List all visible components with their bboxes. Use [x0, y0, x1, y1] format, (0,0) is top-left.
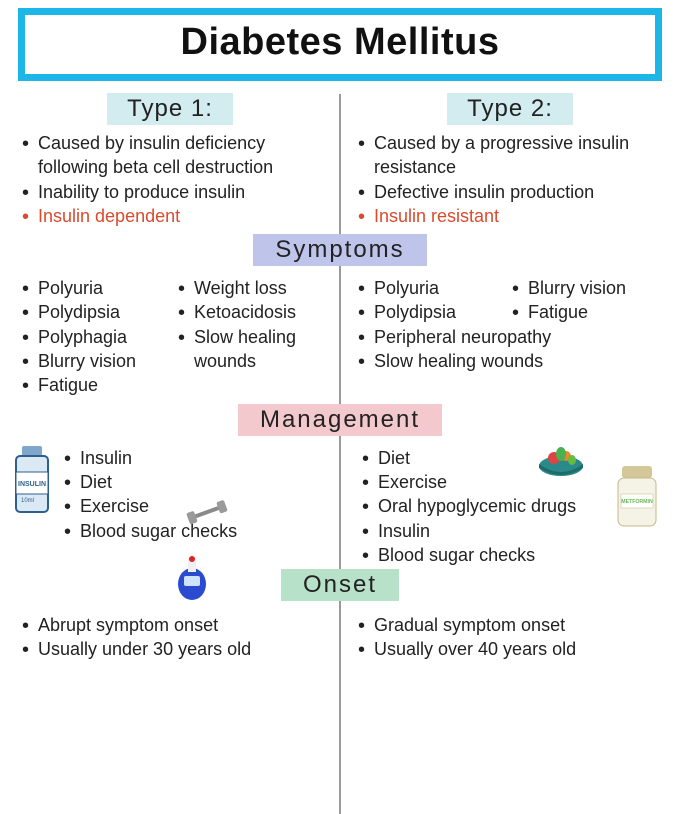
onset-item: Gradual symptom onset	[358, 613, 658, 637]
svg-text:INSULIN: INSULIN	[18, 481, 46, 488]
symptom-item: Fatigue	[22, 373, 170, 397]
symptom-item: Slow healing wounds	[358, 349, 658, 373]
insulin-vial-icon: INSULIN 10ml	[10, 446, 54, 521]
symptom-item: Peripheral neuropathy	[358, 325, 658, 349]
type1-badge: Type 1:	[107, 93, 233, 125]
salad-bowl-icon	[536, 440, 586, 483]
management-section: INSULIN 10ml InsulinDietExerciseBlood su…	[0, 440, 680, 567]
management-type1: INSULIN 10ml InsulinDietExerciseBlood su…	[14, 446, 340, 543]
symptom-item: Polydipsia	[22, 300, 170, 324]
symptoms-type2: PolyuriaPolydipsia Blurry visionFatigue …	[340, 276, 658, 397]
management-item: Blood sugar checks	[362, 543, 656, 567]
symptom-item: Fatigue	[512, 300, 658, 324]
onset-section: Abrupt symptom onsetUsually under 30 yea…	[0, 605, 680, 662]
title-frame: Diabetes Mellitus	[18, 8, 662, 81]
glucometer-icon	[174, 556, 210, 607]
causes-type1: Caused by insulin deficiency following b…	[22, 131, 340, 228]
cause-item: Inability to produce insulin	[22, 180, 326, 204]
svg-text:METFORMIN: METFORMIN	[621, 499, 653, 505]
symptom-item: Blurry vision	[512, 276, 658, 300]
symptom-item: Weight loss	[178, 276, 326, 300]
symptoms-section: PolyuriaPolydipsiaPolyphagiaBlurry visio…	[0, 270, 680, 397]
symptoms-type1: PolyuriaPolydipsiaPolyphagiaBlurry visio…	[22, 276, 340, 397]
cause-item: Defective insulin production	[358, 180, 658, 204]
cause-item: Insulin dependent	[22, 204, 326, 228]
symptom-item: Polyphagia	[22, 325, 170, 349]
symptoms-heading: Symptoms	[253, 234, 426, 266]
symptom-item: Ketoacidosis	[178, 300, 326, 324]
onset-heading: Onset	[281, 569, 399, 601]
causes-section: Caused by insulin deficiency following b…	[0, 125, 680, 228]
symptom-item: Blurry vision	[22, 349, 170, 373]
symptom-item: Slow healing wounds	[178, 325, 326, 374]
symptom-item: Polyuria	[22, 276, 170, 300]
onset-item: Abrupt symptom onset	[22, 613, 326, 637]
svg-text:10ml: 10ml	[21, 498, 34, 504]
cause-item: Caused by insulin deficiency following b…	[22, 131, 326, 180]
type-badges-row: Type 1: Type 2:	[0, 93, 680, 125]
page-title: Diabetes Mellitus	[25, 21, 655, 64]
onset-type1: Abrupt symptom onsetUsually under 30 yea…	[22, 613, 340, 662]
management-heading: Management	[238, 404, 442, 436]
pill-bottle-icon: METFORMIN	[612, 464, 662, 535]
type2-badge: Type 2:	[447, 93, 573, 125]
cause-item: Caused by a progressive insulin resistan…	[358, 131, 658, 180]
management-item: Insulin	[64, 446, 330, 470]
symptom-item: Polyuria	[358, 276, 504, 300]
onset-item: Usually over 40 years old	[358, 637, 658, 661]
cause-item: Insulin resistant	[358, 204, 658, 228]
symptom-item: Polydipsia	[358, 300, 504, 324]
onset-type2: Gradual symptom onsetUsually over 40 yea…	[340, 613, 658, 662]
management-item: Diet	[64, 470, 330, 494]
management-type2: DietExerciseOral hypoglycemic drugsInsul…	[340, 446, 666, 567]
causes-type2: Caused by a progressive insulin resistan…	[340, 131, 658, 228]
onset-item: Usually under 30 years old	[22, 637, 326, 661]
dumbbell-icon	[186, 500, 230, 535]
